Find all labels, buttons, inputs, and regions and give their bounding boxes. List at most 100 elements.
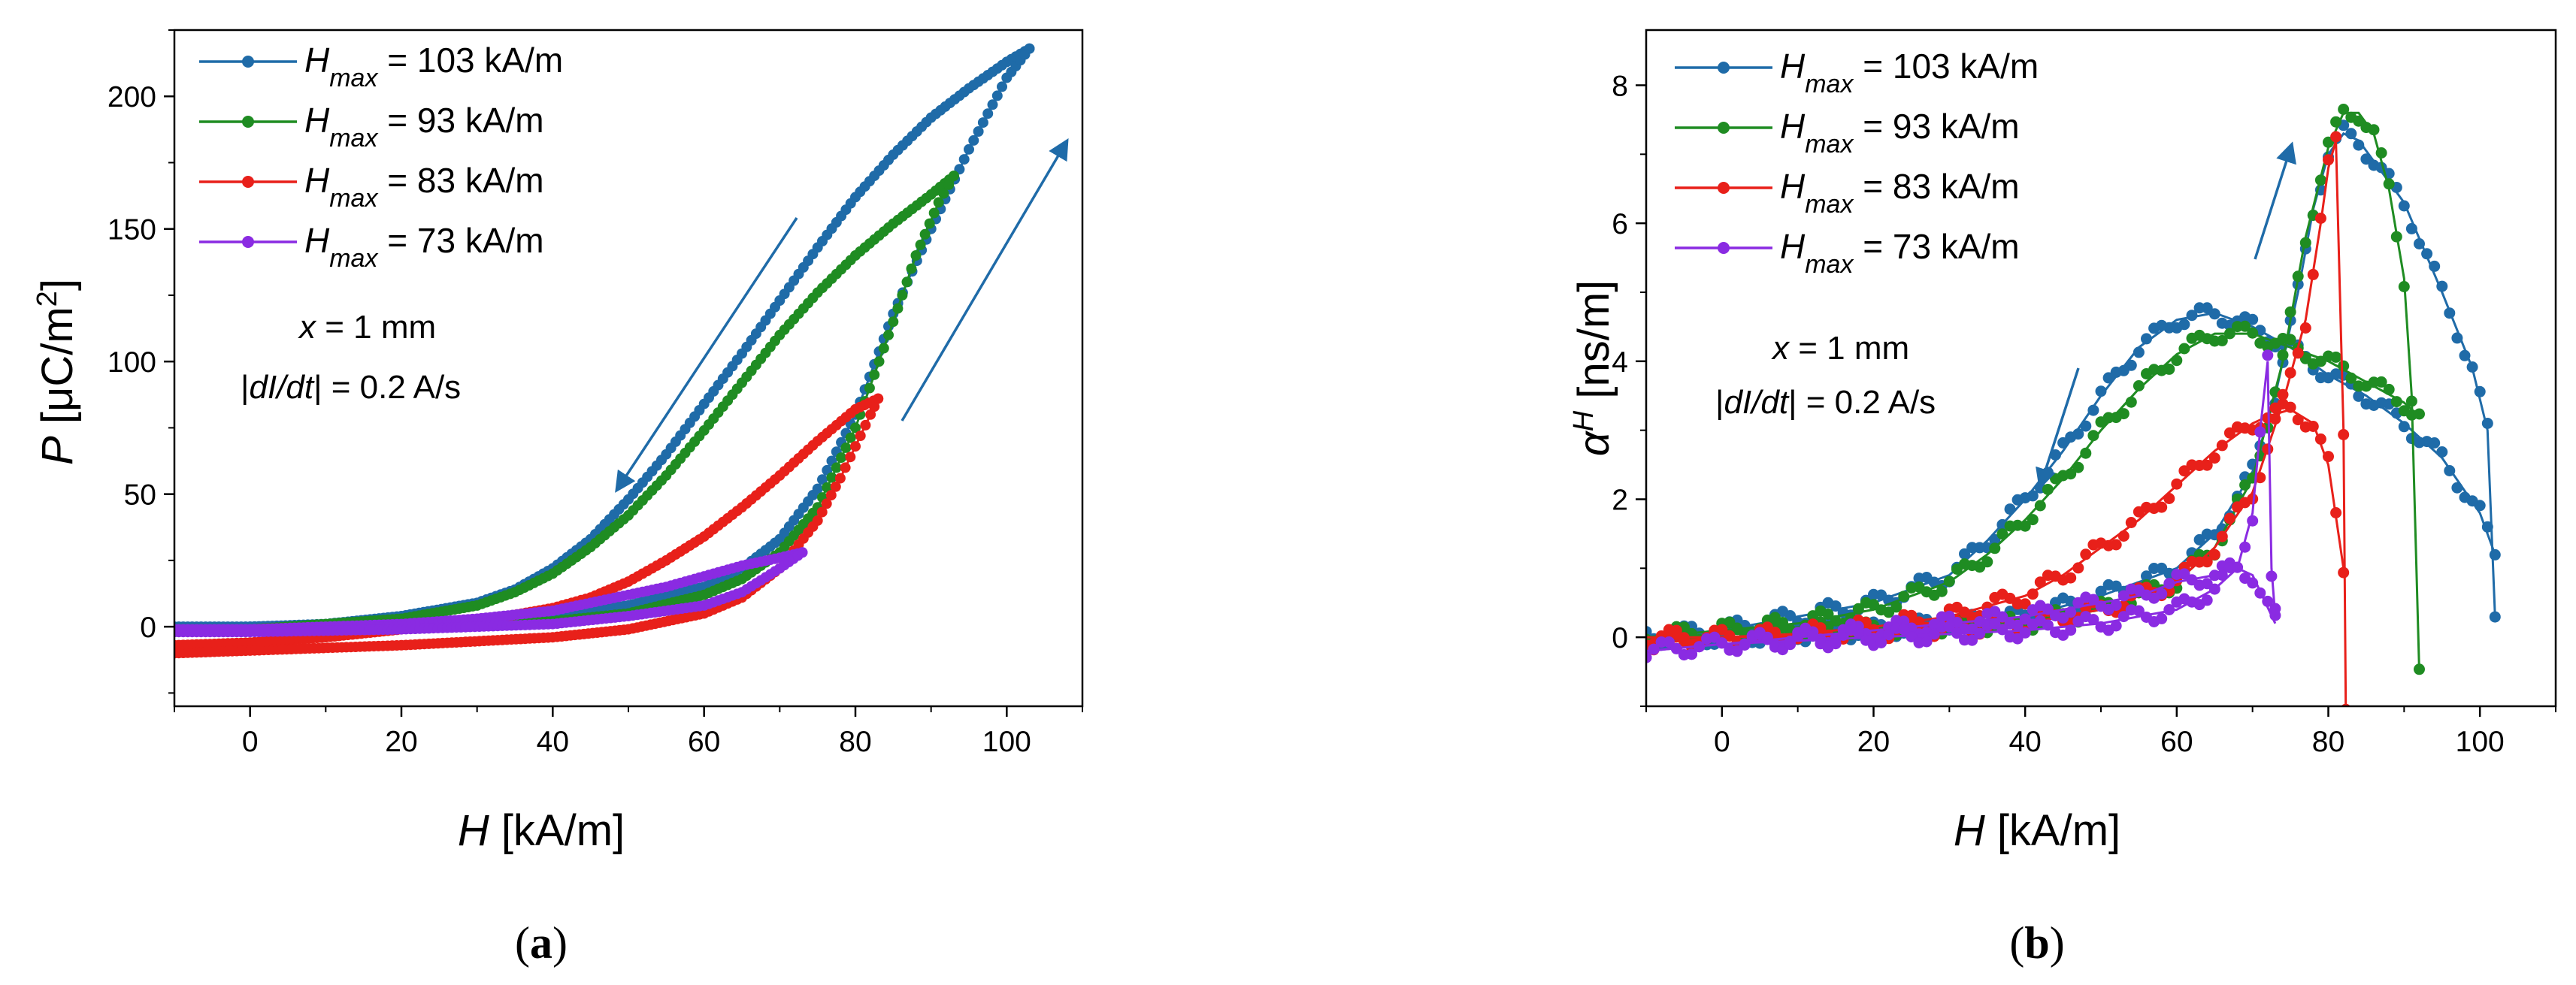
panel-b-data-point xyxy=(2141,333,2152,345)
panel-b-y-tick-label: 4 xyxy=(1612,346,1628,379)
panel-b-data-point xyxy=(2201,556,2213,568)
panel-b-data-point xyxy=(2414,663,2425,675)
panel-a-data-point xyxy=(860,419,871,431)
panel-a-data-point xyxy=(822,482,833,493)
panel-a-data-point xyxy=(968,134,979,146)
panel-a-data-point xyxy=(901,276,913,288)
panel-b-data-point xyxy=(2042,484,2054,495)
panel-b-data-point xyxy=(2474,385,2486,397)
panel-b-data-point xyxy=(2141,570,2152,582)
panel-b-data-point xyxy=(2087,404,2099,416)
panel-b-data-point xyxy=(2050,473,2061,485)
panel-a-data-point xyxy=(821,498,832,509)
panel-b-data-point xyxy=(1761,633,1773,645)
panel-b-data-point xyxy=(2383,178,2395,190)
panel-a-x-tick-label: 40 xyxy=(537,726,569,758)
panel-b-legend-marker xyxy=(1718,242,1730,254)
panel-b-data-point xyxy=(2050,610,2061,622)
panel-b-legend-label: Hmax = 103 kA/m xyxy=(1780,47,2039,98)
panel-b-data-point xyxy=(2042,619,2054,631)
panel-a-data-point xyxy=(933,197,944,208)
panel-b-data-point xyxy=(2193,302,2205,314)
panel-b-data-point xyxy=(2004,503,2016,515)
panel-b-data-point xyxy=(2034,576,2046,588)
panel-a-data-point xyxy=(855,431,866,441)
panel-a-data-point xyxy=(850,441,861,452)
panel-b-data-point xyxy=(2208,583,2220,595)
panel-b-data-point xyxy=(2042,570,2054,582)
panel-b-data-point xyxy=(1951,564,1963,575)
panel-b-y-axis-label: αH [ns/m] xyxy=(1568,280,1618,457)
panel-a-data-point xyxy=(834,473,846,484)
panel-a-legend-marker xyxy=(242,176,254,188)
panel-a-data-point xyxy=(869,369,880,380)
panel-a-data-point xyxy=(817,474,828,485)
panel-b-data-point xyxy=(2186,459,2198,471)
panel-b-data-point xyxy=(2247,515,2259,527)
panel-a-data-point xyxy=(915,239,926,250)
panel-b-data-point xyxy=(2087,539,2099,551)
panel-a-data-point xyxy=(840,462,851,473)
panel-b-data-point xyxy=(2390,231,2402,243)
panel-a-data-point xyxy=(873,356,885,367)
panel-b-data-point xyxy=(2125,517,2137,528)
panel-a-x-tick-label: 100 xyxy=(982,726,1031,758)
panel-b-data-point xyxy=(2436,280,2448,292)
panel-a-data-point xyxy=(892,303,904,314)
panel-b-data-point xyxy=(1868,588,1879,600)
panel-b-data-point xyxy=(2102,372,2114,384)
panel-a-x-tick-label: 0 xyxy=(242,726,259,758)
panel-b-data-point xyxy=(2451,332,2463,344)
panel-a-data-point xyxy=(850,422,861,434)
panel-a-data-point xyxy=(816,506,828,518)
panel-b-data-point xyxy=(2232,321,2243,333)
panel-a-annotation-line2: |dI/dt| = 0.2 A/s xyxy=(241,369,461,406)
panel-b-data-point xyxy=(2466,361,2478,373)
panel-a-series-4 xyxy=(174,547,808,638)
panel-a-data-point xyxy=(943,179,955,190)
panel-b-data-point xyxy=(2353,390,2365,402)
panel-b-data-point xyxy=(2390,396,2402,408)
panel-b-y-tick-label: 8 xyxy=(1612,70,1628,102)
panel-b-data-point xyxy=(2186,310,2198,322)
panel-b-data-point xyxy=(1951,627,1963,639)
panel-b-data-point xyxy=(2223,427,2235,439)
panel-b-data-point xyxy=(2277,349,2289,361)
panel-b-data-point xyxy=(2011,633,2024,645)
panel-b-data-point xyxy=(2110,620,2122,632)
panel-a-legend-label: Hmax = 93 kA/m xyxy=(304,101,544,153)
panel-a-x-tick-label: 60 xyxy=(688,726,720,758)
panel-b-data-point xyxy=(2436,446,2448,458)
panel-a-descending-arrow xyxy=(615,217,798,493)
panel-b-data-point xyxy=(2239,573,2251,585)
panel-b-data-point xyxy=(2405,222,2417,234)
panel-b-legend: Hmax = 103 kA/m Hmax = 93 kA/m Hmax = 83 k… xyxy=(1675,47,2039,279)
panel-a-series-layer xyxy=(174,43,1035,659)
panel-b-data-point xyxy=(2216,440,2228,452)
panel-b-data-point xyxy=(1943,576,1955,588)
panel-b-data-point xyxy=(2239,541,2251,553)
panel-a-x-axis-label: H [kA/m] xyxy=(458,806,625,855)
panel-b-data-point xyxy=(1981,608,1993,620)
panel-a-data-point xyxy=(845,452,856,463)
panel-b-data-point xyxy=(1989,542,2001,554)
panel-b-data-point xyxy=(2178,343,2190,355)
panel-a-y-tick-label: 200 xyxy=(107,81,156,113)
panel-a-legend-label: Hmax = 103 kA/m xyxy=(304,41,563,92)
panel-b-data-point xyxy=(2223,512,2235,524)
panel-b-data-point xyxy=(2323,154,2334,166)
panel-a-data-point xyxy=(938,188,949,199)
panel-b-data-point xyxy=(1646,651,1652,663)
panel-a-data-point xyxy=(910,250,922,261)
panel-b-data-point xyxy=(2284,367,2296,379)
panel-b-data-point xyxy=(1716,624,1728,636)
panel-b-data-point xyxy=(2405,433,2417,445)
panel-a-data-point xyxy=(982,108,994,119)
panel-b-data-point xyxy=(2398,405,2410,417)
panel-b-data-point xyxy=(1860,597,1872,609)
panel-b-x-tick-label: 80 xyxy=(2312,726,2344,758)
panel-b-data-point xyxy=(2277,388,2289,400)
panel-b-data-point xyxy=(2247,493,2259,505)
panel-a-data-point xyxy=(928,207,940,219)
